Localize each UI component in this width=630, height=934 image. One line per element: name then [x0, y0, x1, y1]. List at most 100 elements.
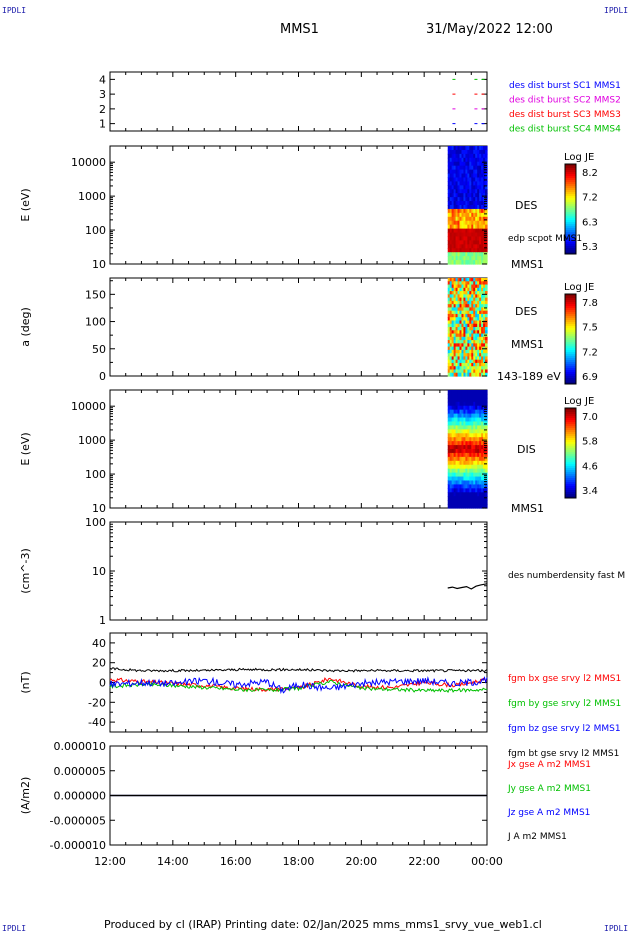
des-pitch-colorbar-cell	[565, 340, 576, 343]
des-energy-spectrogram-cell	[461, 216, 465, 222]
dis-energy-spectrogram-cell	[479, 417, 482, 423]
dis-energy-spectrogram-cell	[481, 397, 484, 403]
density-legend-entry: des numberdensity fast M	[508, 571, 625, 581]
des-pitch-spectrogram-cell	[483, 317, 486, 322]
des-pitch-spectrogram-cell	[457, 369, 461, 374]
des-pitch-spectrogram-cell	[461, 330, 465, 335]
des-pitch-spectrogram-cell	[477, 353, 480, 357]
des-energy-spectrogram-cell	[451, 260, 455, 265]
des-pitch-spectrogram-cell	[467, 313, 470, 318]
des-pitch-spectrogram-cell	[483, 300, 486, 305]
dis-energy-spectrogram-cell	[475, 456, 478, 462]
dis-energy-spectrogram-cell	[459, 480, 463, 485]
des-pitch-spectrogram-cell	[485, 323, 488, 328]
des-energy-spectrogram-cell	[449, 149, 453, 155]
des-pitch-spectrogram-cell	[485, 353, 488, 357]
dis-energy-spectrogram-cell	[473, 492, 476, 497]
dis-energy-spectrogram-cell	[451, 456, 455, 462]
des-pitch-spectrogram-cell	[469, 327, 472, 331]
des-energy-spectrogram-cell	[451, 149, 455, 155]
des-pitch-spectrogram-cell	[463, 356, 467, 361]
des-energy-spectrogram-cell	[467, 193, 470, 198]
des-energy-spectrogram-cell	[459, 212, 463, 218]
des-pitch-spectrogram-cell	[455, 327, 459, 331]
dis-energy-spectrogram-cell	[463, 460, 467, 466]
des-energy-spectrogram-cell	[471, 165, 474, 171]
des-energy-spectrogram-cell	[457, 165, 461, 171]
des-pitch-spectrogram-cell	[455, 366, 459, 371]
des-pitch-spectrogram-cell	[473, 353, 476, 357]
des-energy-spectrogram-cell	[453, 153, 457, 159]
dis-energy-spectrogram-cell	[453, 405, 457, 411]
current-legend-entry: Jx gse A m2 MMS1	[507, 760, 591, 770]
bfield-y-tick-label: 20	[92, 657, 106, 670]
des-pitch-spectrogram-cell	[465, 287, 468, 292]
dis-energy-spectrogram-cell	[459, 445, 463, 450]
dis-energy-spectrogram-cell	[451, 441, 455, 446]
dis-energy-spectrogram-cell	[477, 433, 480, 438]
des-pitch-spectrogram-cell	[477, 317, 480, 322]
des-pitch-spectrogram-cell	[459, 278, 463, 282]
des-energy-spectrogram-cell	[453, 165, 457, 171]
dis-energy-spectrogram-cell	[477, 390, 480, 395]
des-energy-spectrogram-cell	[483, 216, 486, 222]
dis-energy-colorbar-cell	[565, 410, 576, 413]
des-energy-spectrogram-cell	[477, 161, 480, 167]
des-energy-spectrogram-cell	[453, 244, 457, 249]
des-energy-spectrogram-cell	[469, 197, 472, 202]
des-pitch-spectrogram-cell	[475, 297, 478, 302]
des-energy-spectrogram-cell	[475, 165, 478, 171]
des-pitch-spectrogram-cell	[447, 310, 451, 315]
des-pitch-spectrogram-cell	[451, 287, 455, 292]
des-energy-spectrogram-cell	[447, 149, 451, 155]
des-energy-spectrogram-cell	[447, 220, 451, 226]
des-pitch-spectrogram-cell	[463, 362, 467, 367]
des-pitch-spectrogram-cell	[469, 287, 472, 292]
des-pitch-spectrogram-cell	[457, 340, 461, 344]
des-energy-spectrogram-cell	[449, 256, 453, 261]
des-pitch-spectrogram-cell	[459, 362, 463, 367]
des-energy-spectrogram-cell	[451, 146, 455, 151]
des-pitch-spectrogram-cell	[453, 281, 457, 286]
des-energy-spectrogram-cell	[475, 173, 478, 179]
des-energy-spectrogram-cell	[469, 236, 472, 241]
des-pitch-spectrogram-cell	[457, 346, 461, 351]
dis-energy-spectrogram-cell	[453, 496, 457, 501]
dis-energy-spectrogram-cell	[459, 390, 463, 395]
dis-energy-spectrogram-cell	[459, 504, 463, 509]
dis-energy-spectrogram-cell	[463, 449, 467, 454]
des-pitch-spectrogram-cell	[455, 310, 459, 315]
des-energy-colorbar-cell	[565, 210, 576, 213]
dis-energy-panel-label: DIS	[517, 443, 536, 456]
des-pitch-spectrogram-cell	[477, 359, 480, 364]
des-energy-spectrogram-cell	[461, 208, 465, 214]
des-pitch-spectrogram-cell	[477, 297, 480, 302]
dis-energy-spectrogram-cell	[479, 429, 482, 434]
des-pitch-spectrogram-cell	[475, 372, 478, 377]
dis-energy-spectrogram-cell	[479, 405, 482, 411]
des-energy-spectrogram-cell	[461, 248, 465, 253]
des-pitch-spectrogram-cell	[451, 291, 455, 295]
des-pitch-spectrogram-cell	[473, 320, 476, 325]
dis-energy-spectrogram-cell	[473, 468, 476, 474]
des-energy-spectrogram-cell	[457, 252, 461, 257]
des-pitch-spectrogram-cell	[455, 284, 459, 289]
des-energy-spectrogram-cell	[451, 232, 455, 238]
des-energy-spectrogram-cell	[473, 149, 476, 155]
des-energy-spectrogram-cell	[447, 224, 451, 230]
dis-energy-spectrogram-cell	[461, 401, 465, 407]
dis-energy-spectrogram-cell	[479, 496, 482, 501]
des-energy-spectrogram-cell	[457, 149, 461, 155]
des-pitch-spectrogram-cell	[447, 336, 451, 341]
des-pitch-spectrogram-cell	[481, 372, 484, 377]
dis-energy-spectrogram-cell	[469, 496, 472, 501]
dis-energy-spectrogram-cell	[479, 500, 482, 505]
des-pitch-colorbar-cell	[565, 366, 576, 369]
des-pitch-spectrogram-cell	[453, 287, 457, 292]
des-pitch-spectrogram-cell	[469, 340, 472, 344]
dis-energy-spectrogram-cell	[451, 405, 455, 411]
des-energy-spectrogram-cell	[467, 260, 470, 265]
des-energy-spectrogram-cell	[447, 157, 451, 163]
des-pitch-spectrogram-cell	[459, 333, 463, 338]
des-energy-spectrogram-cell	[459, 260, 463, 265]
